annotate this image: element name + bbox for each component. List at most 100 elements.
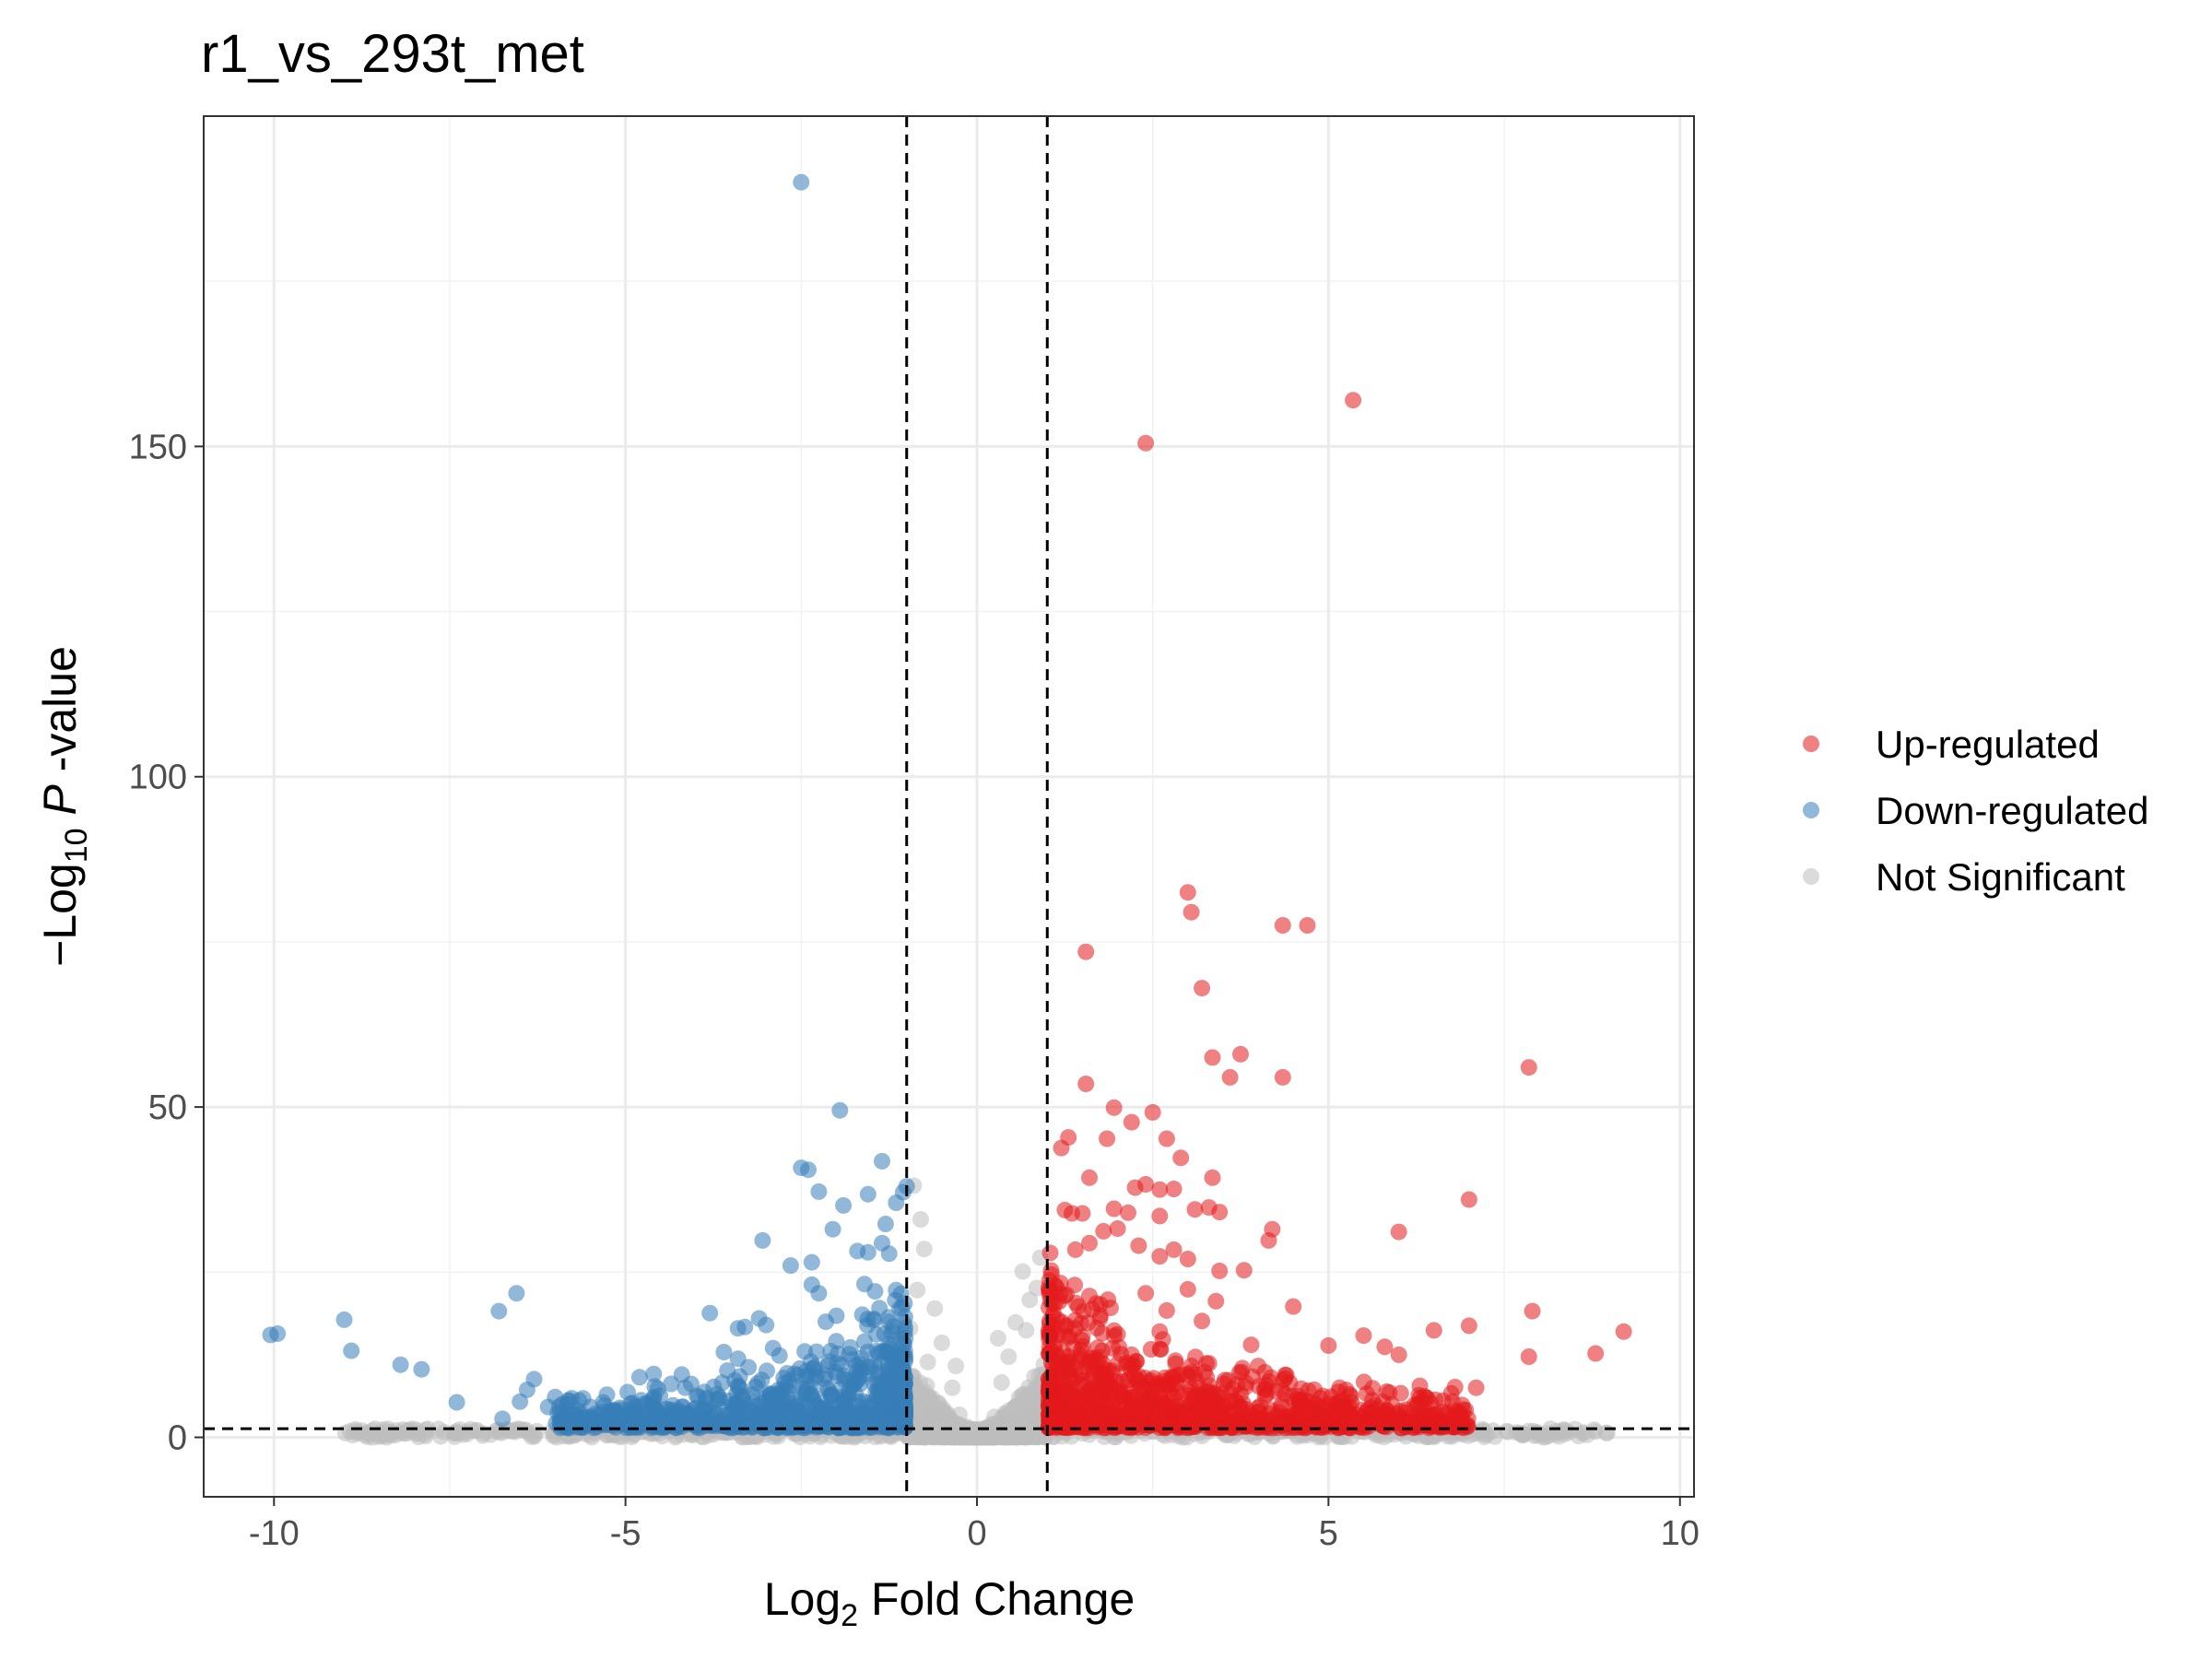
up-regulated-point (1172, 1366, 1190, 1383)
up-regulated-point (1362, 1405, 1380, 1422)
up-regulated-point (1179, 1251, 1196, 1267)
up-regulated-point (1200, 1355, 1218, 1372)
down-regulated-point (392, 1356, 409, 1373)
up-regulated-point (1520, 1059, 1537, 1077)
up-regulated-point (1274, 917, 1291, 934)
down-regulated-point (831, 1101, 849, 1119)
y-axis-title-suffix: -value (34, 646, 86, 784)
up-regulated-point (1169, 1405, 1185, 1422)
down-regulated-point (792, 1403, 809, 1420)
up-regulated-point (1123, 1113, 1140, 1131)
up-regulated-point (1081, 1288, 1098, 1305)
down-regulated-point (800, 1161, 817, 1179)
not-significant-point (1528, 1427, 1546, 1444)
down-regulated-point (870, 1345, 888, 1362)
not-significant-point (989, 1330, 1006, 1347)
up-regulated-point (1161, 1385, 1179, 1403)
down-regulated-point (512, 1393, 529, 1410)
up-regulated-point (1066, 1241, 1084, 1258)
down-regulated-point (895, 1388, 912, 1406)
not-significant-point (920, 1421, 937, 1439)
not-significant-point (1025, 1399, 1041, 1417)
up-regulated-point (1323, 1388, 1340, 1406)
down-regulated-point (659, 1414, 677, 1431)
up-regulated-point (1188, 1372, 1206, 1390)
up-regulated-point (1194, 1312, 1211, 1330)
x-tick-label: 5 (1319, 1514, 1338, 1553)
down-regulated-point (708, 1406, 725, 1423)
up-regulated-point (1233, 1363, 1251, 1381)
not-significant-point (1587, 1423, 1605, 1441)
down-regulated-point (891, 1365, 909, 1382)
down-regulated-point (793, 173, 810, 191)
up-regulated-point (1123, 1346, 1140, 1363)
up-regulated-point (1151, 1323, 1169, 1340)
up-regulated-point (1077, 1076, 1095, 1092)
y-axis-ticks: 0 50 100 150 (129, 428, 204, 1457)
threshold-lines (204, 116, 1694, 1497)
up-regulated-point (1081, 1169, 1098, 1186)
up-regulated-point (1453, 1396, 1471, 1414)
down-regulated-point (814, 1400, 831, 1418)
down-regulated-point (835, 1388, 853, 1406)
up-regulated-point (1355, 1327, 1372, 1345)
up-regulated-point (1334, 1399, 1351, 1417)
up-regulated-point (1066, 1369, 1084, 1386)
up-regulated-point (1179, 884, 1196, 901)
up-regulated-point (1418, 1409, 1436, 1426)
up-regulated-point (1320, 1336, 1337, 1354)
down-regulated-point (880, 1245, 898, 1263)
not-significant-point (919, 1353, 936, 1371)
up-regulated-point (1107, 1417, 1124, 1434)
legend-key-up-regulated (1803, 735, 1819, 752)
plot-panel (203, 115, 1695, 1498)
up-regulated-point (1375, 1418, 1393, 1435)
down-regulated-point (897, 1330, 914, 1347)
up-regulated-point (1390, 1223, 1407, 1241)
up-regulated-point (1312, 1409, 1330, 1426)
down-regulated-point (715, 1344, 733, 1360)
not-significant-point (1476, 1429, 1493, 1445)
not-significant-point (364, 1422, 382, 1440)
down-regulated-point (891, 1300, 909, 1317)
down-regulated-point (782, 1257, 799, 1275)
up-regulated-point (1056, 1201, 1074, 1218)
up-regulated-point (1158, 1130, 1175, 1147)
y-axis-title: −Log10 P -value (34, 646, 94, 967)
not-significant-point (944, 1379, 961, 1396)
up-regulated-point (1250, 1358, 1267, 1375)
up-regulated-point (1151, 1181, 1169, 1198)
not-significant-point (1550, 1428, 1568, 1445)
down-regulated-point (877, 1382, 894, 1399)
up-regulated-point (1088, 1320, 1106, 1336)
down-regulated-point (859, 1243, 877, 1261)
down-regulated-point (754, 1231, 771, 1249)
down-regulated-point (508, 1285, 525, 1302)
down-regulated-point (645, 1365, 663, 1382)
down-regulated-point (803, 1253, 820, 1271)
up-regulated-point (1130, 1237, 1147, 1254)
up-regulated-point (1298, 1418, 1315, 1436)
up-regulated-point (1215, 1397, 1231, 1415)
up-regulated-point (1460, 1317, 1477, 1335)
up-regulated-point (1053, 1362, 1070, 1380)
up-regulated-point (1211, 1204, 1229, 1221)
up-regulated-point (1101, 1300, 1119, 1316)
down-regulated-point (865, 1312, 883, 1329)
up-regulated-point (1172, 1149, 1190, 1167)
y-tick-label: 50 (148, 1088, 187, 1127)
down-regulated-point (856, 1333, 873, 1350)
y-axis-title-prefix: −Log (34, 863, 86, 967)
up-regulated-point (1262, 1369, 1279, 1386)
up-regulated-point (1299, 917, 1316, 934)
legend-label: Not Significant (1876, 855, 2125, 899)
up-regulated-point (1069, 1298, 1087, 1315)
up-regulated-point (1434, 1392, 1452, 1409)
up-regulated-point (1418, 1389, 1436, 1406)
not-significant-point (933, 1335, 950, 1351)
down-regulated-point (617, 1413, 634, 1430)
down-regulated-point (559, 1412, 577, 1430)
up-regulated-point (1095, 1404, 1112, 1421)
down-regulated-point (863, 1395, 880, 1413)
